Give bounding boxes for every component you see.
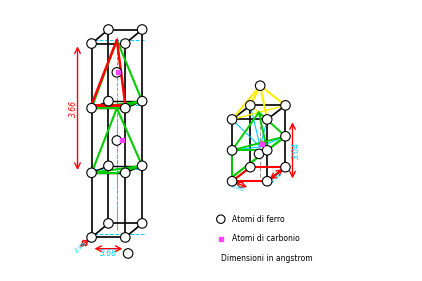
Text: Dimensioni in angstrom: Dimensioni in angstrom: [221, 254, 312, 263]
Circle shape: [104, 161, 113, 171]
Text: 2.86: 2.86: [271, 171, 284, 184]
Circle shape: [104, 96, 113, 106]
Circle shape: [87, 233, 96, 242]
Circle shape: [138, 219, 147, 228]
Circle shape: [262, 115, 272, 124]
Circle shape: [87, 39, 96, 48]
Circle shape: [254, 149, 264, 158]
Text: 2.98: 2.98: [74, 241, 88, 254]
Circle shape: [281, 162, 290, 172]
Text: Atomi di ferro: Atomi di ferro: [232, 215, 284, 224]
Circle shape: [138, 96, 147, 106]
Circle shape: [227, 115, 237, 124]
Circle shape: [121, 233, 130, 242]
Circle shape: [138, 161, 147, 171]
Text: 3.66: 3.66: [100, 249, 117, 258]
Circle shape: [216, 215, 225, 223]
Circle shape: [281, 132, 290, 141]
Circle shape: [138, 25, 147, 34]
Circle shape: [112, 136, 122, 145]
Circle shape: [246, 101, 255, 110]
Text: 2.86: 2.86: [231, 183, 246, 193]
Circle shape: [121, 103, 130, 113]
Circle shape: [262, 146, 272, 155]
Circle shape: [123, 249, 133, 258]
Circle shape: [227, 176, 237, 186]
Circle shape: [87, 103, 96, 113]
Circle shape: [255, 81, 265, 90]
Text: 3.04: 3.04: [292, 142, 300, 159]
Circle shape: [227, 146, 237, 155]
Circle shape: [262, 176, 272, 186]
Text: Atomi di carbonio: Atomi di carbonio: [232, 234, 299, 243]
Circle shape: [121, 39, 130, 48]
Circle shape: [112, 68, 122, 77]
Circle shape: [121, 168, 130, 178]
Circle shape: [281, 101, 290, 110]
Circle shape: [87, 168, 96, 178]
Circle shape: [104, 25, 113, 34]
Circle shape: [246, 162, 255, 172]
Circle shape: [104, 219, 113, 228]
Text: 3.66: 3.66: [69, 100, 78, 117]
